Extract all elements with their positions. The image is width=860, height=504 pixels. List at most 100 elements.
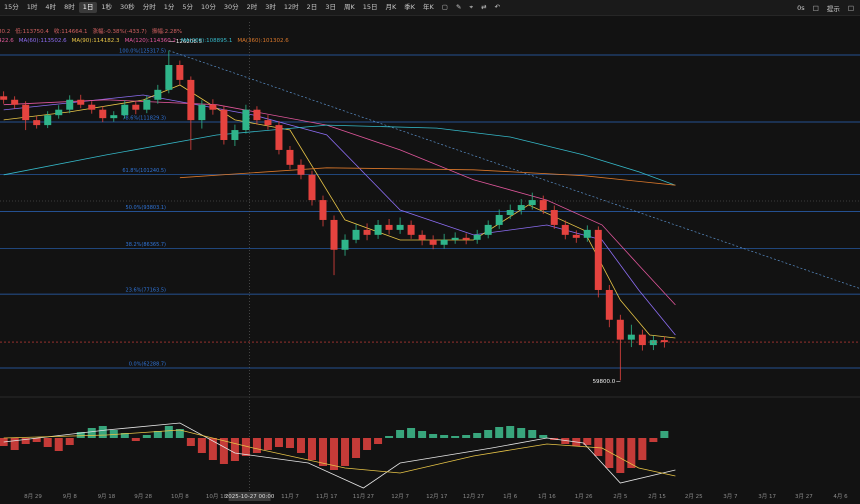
macd-bar: [186, 438, 195, 446]
macd-bar: [594, 438, 603, 456]
candle-body: [385, 224, 393, 230]
timeframe-button[interactable]: 1分: [163, 3, 175, 11]
candle-body: [187, 79, 195, 121]
macd-bar: [418, 431, 427, 438]
timeframe-button[interactable]: 1时: [26, 3, 38, 11]
tool-icon[interactable]: ⌖: [469, 3, 474, 11]
macd-bar: [462, 435, 471, 438]
candle-body: [0, 96, 8, 100]
fib-label: 100.0%(125317.5): [119, 48, 166, 54]
x-tick-label: 12月 17: [426, 493, 448, 500]
candle-body: [627, 334, 635, 340]
candle-body: [55, 109, 63, 116]
tool-icon[interactable]: ⇄: [481, 3, 487, 11]
macd-bar: [208, 438, 217, 460]
timeframe-button[interactable]: 周K: [343, 3, 355, 11]
timeframe-button[interactable]: 1日: [78, 2, 98, 13]
timeframe-button[interactable]: 2时: [246, 3, 258, 11]
ma-line: [3, 124, 676, 186]
candle-body: [99, 109, 107, 119]
timeframe-button[interactable]: 4时: [45, 3, 57, 11]
macd-bar: [363, 438, 372, 450]
legend-entry: MA(360):101302.6: [237, 38, 289, 44]
macd-bar: [307, 438, 316, 460]
candle-body: [44, 115, 52, 126]
candle-body: [462, 237, 470, 240]
timeframe-button[interactable]: 15日: [362, 3, 378, 11]
macd-bar: [131, 438, 140, 441]
tool-icon[interactable]: ▢: [441, 3, 448, 11]
legend-item: 涨幅:-0.38%(-433.7): [92, 27, 146, 35]
toolbar-right-item[interactable]: 提示: [826, 4, 840, 13]
macd-bar: [605, 438, 614, 468]
candle-body: [308, 174, 316, 201]
candle-body: [418, 234, 426, 240]
candle-body: [660, 340, 668, 343]
tool-icon[interactable]: ✎: [455, 3, 462, 11]
macd-bar: [374, 438, 383, 444]
icon[interactable]: □: [847, 3, 854, 12]
tool-icon[interactable]: ↶: [494, 3, 500, 11]
timeframe-button[interactable]: 8时: [64, 3, 75, 11]
timeframe-button[interactable]: 3时: [265, 3, 276, 11]
macd-bar: [153, 431, 162, 438]
candle-body: [517, 205, 525, 211]
legend-line: 422.6 MA(60):113502.6 MA(90):114182.3 MA(12…: [0, 38, 289, 44]
x-tick-label: 12月 7: [391, 493, 409, 500]
fib-label: 23.6%(77163.5): [126, 288, 167, 294]
timeframe-button[interactable]: 30秒: [119, 3, 135, 11]
timeframe-button[interactable]: 季K: [404, 3, 416, 11]
candle-body: [396, 224, 404, 230]
candle-body: [583, 229, 591, 238]
timeframe-button[interactable]: 10分: [201, 3, 216, 11]
macd-bar: [429, 434, 438, 438]
x-tick-label: 2月 5: [613, 493, 628, 500]
macd-bar: [142, 435, 151, 438]
x-tick-label: 9月 18: [98, 493, 116, 500]
legend-entry: MA(200):108895.1: [181, 38, 232, 44]
macd-bar: [43, 438, 52, 447]
macd-line: [3, 422, 676, 489]
legend-entry: MA(90):114182.3: [72, 38, 120, 44]
timeframe-button[interactable]: 30分: [223, 3, 239, 11]
macd-bar: [484, 430, 493, 438]
candle-body: [429, 239, 437, 245]
legend-item: 振幅:2.28%: [152, 27, 182, 35]
icon[interactable]: □: [812, 3, 819, 12]
timeframe-button[interactable]: 1秒: [101, 3, 112, 11]
candle-body: [242, 109, 250, 131]
macd-bar: [649, 438, 658, 442]
x-tick-label: 8月 29: [24, 493, 42, 500]
candle-body: [88, 104, 96, 110]
timeframe-button[interactable]: 3日: [325, 3, 336, 11]
x-tick-label: 4月 6: [833, 493, 848, 500]
toolbar-right-item[interactable]: 0s: [797, 3, 805, 12]
candle-body: [363, 229, 371, 235]
timeframe-button[interactable]: 月K: [385, 3, 397, 11]
macd-bar: [32, 438, 41, 442]
candle-body: [352, 229, 360, 240]
x-tick-label: 1月 6: [503, 493, 518, 500]
candle-body: [220, 109, 228, 140]
legend-item: 收:114664.1: [54, 27, 88, 35]
timeframe-button[interactable]: 12时: [283, 3, 299, 11]
timeframe-button[interactable]: 15分: [4, 3, 19, 11]
candle-body: [297, 164, 305, 175]
timeframe-button[interactable]: 年K: [423, 3, 434, 11]
macd-bar: [120, 433, 129, 438]
candle-body: [198, 104, 206, 121]
macd-bar: [440, 435, 449, 438]
timeframe-button[interactable]: 2日: [306, 3, 318, 11]
macd-bar: [341, 438, 350, 466]
macd-bar: [330, 438, 339, 470]
x-tick-label: 10月 18: [206, 493, 228, 500]
candle-body: [374, 224, 382, 235]
macd-bar: [561, 438, 570, 444]
macd-bar: [583, 438, 592, 445]
macd-bar: [495, 427, 504, 438]
timeframe-button[interactable]: 5分: [182, 3, 194, 11]
candle-body: [264, 120, 272, 126]
candle-body: [77, 99, 85, 105]
timeframe-button[interactable]: 分时: [142, 3, 156, 11]
candle-body: [253, 109, 261, 121]
